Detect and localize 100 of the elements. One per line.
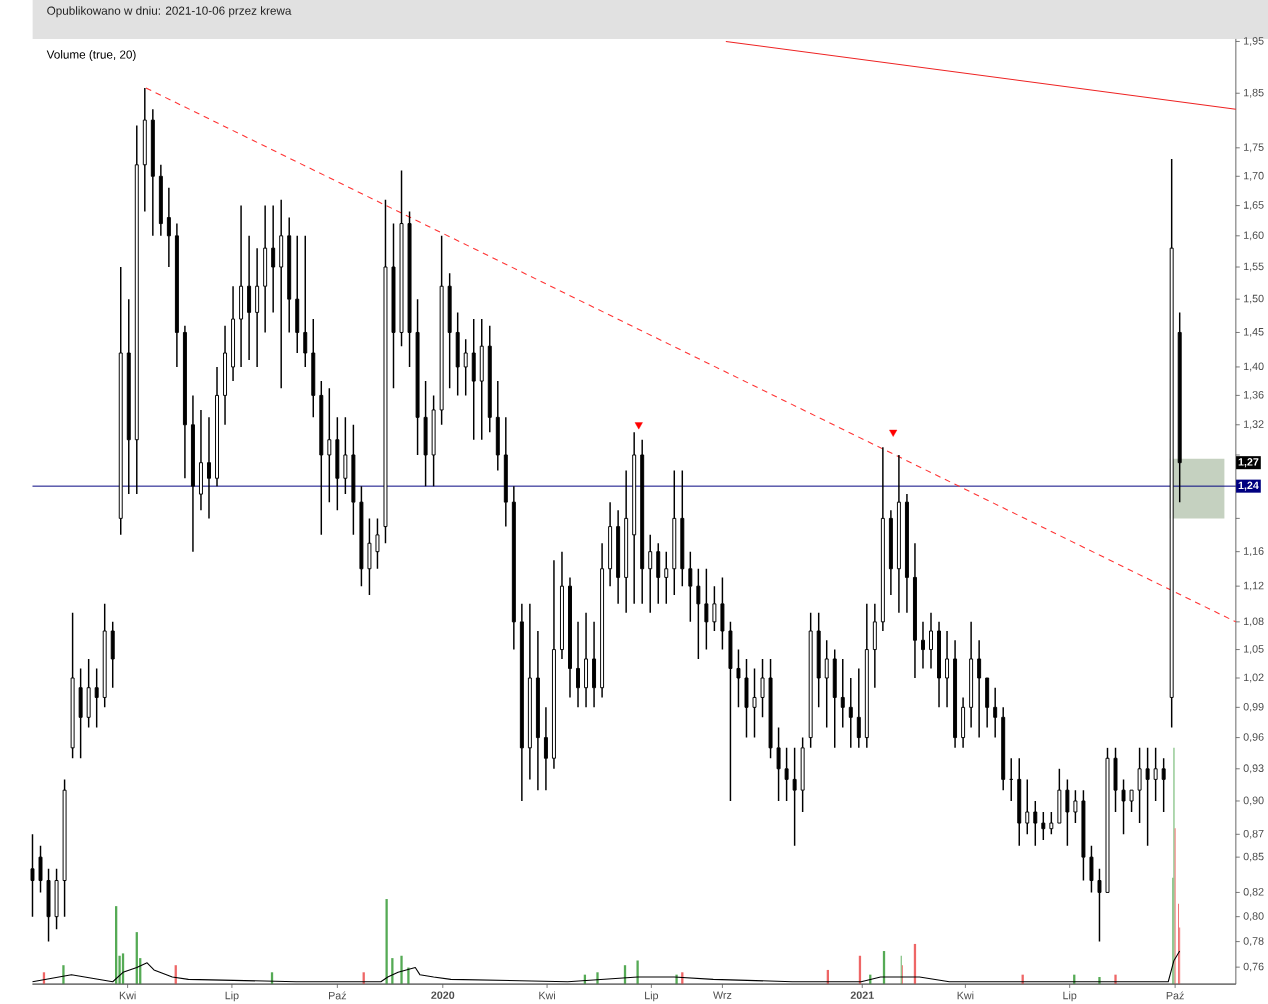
y-tick-label: 1,75 — [1244, 143, 1264, 153]
candlestick — [423, 380, 428, 488]
candlestick — [977, 639, 982, 739]
candlestick — [888, 509, 893, 596]
candlestick — [367, 517, 372, 596]
y-tick-label: 1,16 — [1244, 547, 1264, 557]
bar — [636, 960, 639, 985]
candlestick — [118, 266, 123, 536]
y-tick-label: 1,45 — [1244, 328, 1264, 338]
y-tick-label: 1,65 — [1244, 201, 1264, 211]
candlestick — [503, 416, 508, 528]
candlestick — [391, 223, 396, 390]
candlestick — [616, 509, 621, 605]
candlestick — [1001, 706, 1006, 792]
ref-line-label: 1,24 — [1238, 481, 1259, 491]
candlestick — [824, 639, 829, 729]
candlestick — [720, 576, 725, 651]
candlestick — [311, 318, 316, 419]
candlestick — [94, 667, 99, 729]
candlestick — [255, 247, 260, 368]
candlestick — [158, 164, 163, 237]
candlestick — [455, 311, 460, 397]
bar — [391, 958, 394, 985]
y-tick-label: 1,08 — [1244, 617, 1264, 627]
candlestick — [303, 235, 308, 368]
candlestick — [439, 235, 444, 426]
candlestick — [239, 205, 244, 368]
x-tick-label: Wrz — [713, 991, 732, 999]
candlestick — [190, 394, 195, 553]
candlestick — [86, 658, 91, 729]
bar — [596, 972, 599, 985]
y-tick-label: 1,36 — [1244, 391, 1264, 401]
candlestick — [985, 677, 990, 729]
candlestick — [736, 649, 741, 709]
y-tick-label: 0,87 — [1243, 830, 1264, 839]
candlestick — [471, 318, 476, 441]
candlestick — [527, 603, 532, 781]
candlestick — [929, 612, 933, 670]
candlestick — [231, 285, 236, 383]
candlestick — [800, 737, 805, 813]
candlestick — [463, 338, 468, 397]
candlestick — [335, 416, 340, 512]
candlestick — [551, 559, 556, 770]
candlestick — [744, 658, 749, 739]
candlestick — [511, 485, 516, 651]
candlestick — [656, 542, 661, 605]
candlestick — [359, 485, 364, 588]
x-tick-label: Paź — [329, 991, 347, 1000]
y-tick-label: 0,76 — [1243, 962, 1264, 972]
candlestick — [600, 542, 605, 699]
candlestick — [576, 621, 580, 709]
bar — [400, 955, 403, 985]
candlestick — [808, 612, 813, 749]
candlestick — [993, 687, 998, 739]
candlestick — [399, 170, 404, 348]
y-tick-label: 1,55 — [1244, 262, 1264, 272]
x-tick-label: Paź — [1166, 991, 1184, 1000]
candlestick — [760, 658, 765, 719]
candlestick — [559, 551, 564, 660]
x-tick-label: Kwi — [539, 991, 555, 1000]
candlestick — [431, 394, 436, 488]
chart-title: Volume (true, 20) — [46, 50, 136, 62]
y-tick-label: 1,95 — [1244, 37, 1264, 47]
candlestick — [223, 325, 228, 426]
candlestick — [832, 649, 837, 749]
candlestick — [640, 439, 645, 605]
candlestick — [1017, 757, 1022, 847]
candlestick — [1065, 778, 1070, 847]
candlestick — [271, 205, 276, 314]
candlestick — [864, 603, 869, 749]
candlestick — [415, 298, 420, 456]
candlestick — [632, 431, 637, 605]
x-tick-label: 2021 — [850, 991, 874, 1000]
x-tick-label: Lip — [225, 991, 239, 1002]
y-tick-label: 0,99 — [1243, 703, 1264, 712]
candlestick — [495, 380, 500, 472]
y-tick-label: 0,90 — [1243, 796, 1264, 806]
candlestick — [1041, 811, 1046, 841]
y-tick-label: 0,78 — [1243, 937, 1264, 947]
candlestick — [110, 621, 115, 689]
candlestick — [134, 125, 139, 496]
candlestick — [62, 778, 67, 918]
candlestick — [688, 551, 693, 623]
bar — [62, 965, 65, 985]
y-tick-label: 1,40 — [1244, 362, 1264, 372]
y-tick-label: 0,85 — [1243, 852, 1264, 862]
candlestick — [447, 272, 452, 390]
candlestick — [182, 325, 187, 480]
annotation: 1,27 — [1238, 458, 1259, 468]
chart-title: Opublikowano w dniu: 2021-10-06 przez krewa — [47, 6, 292, 18]
bar — [385, 899, 388, 985]
candlestick — [287, 217, 292, 334]
candlestick — [1153, 747, 1158, 802]
candlestick — [856, 667, 861, 749]
y-tick-label: 1,05 — [1244, 645, 1264, 655]
candlestick — [247, 235, 252, 361]
candlestick — [672, 469, 677, 596]
candlestick — [30, 833, 35, 918]
y-tick-label: 1,60 — [1244, 231, 1264, 241]
candlestick — [519, 603, 524, 802]
